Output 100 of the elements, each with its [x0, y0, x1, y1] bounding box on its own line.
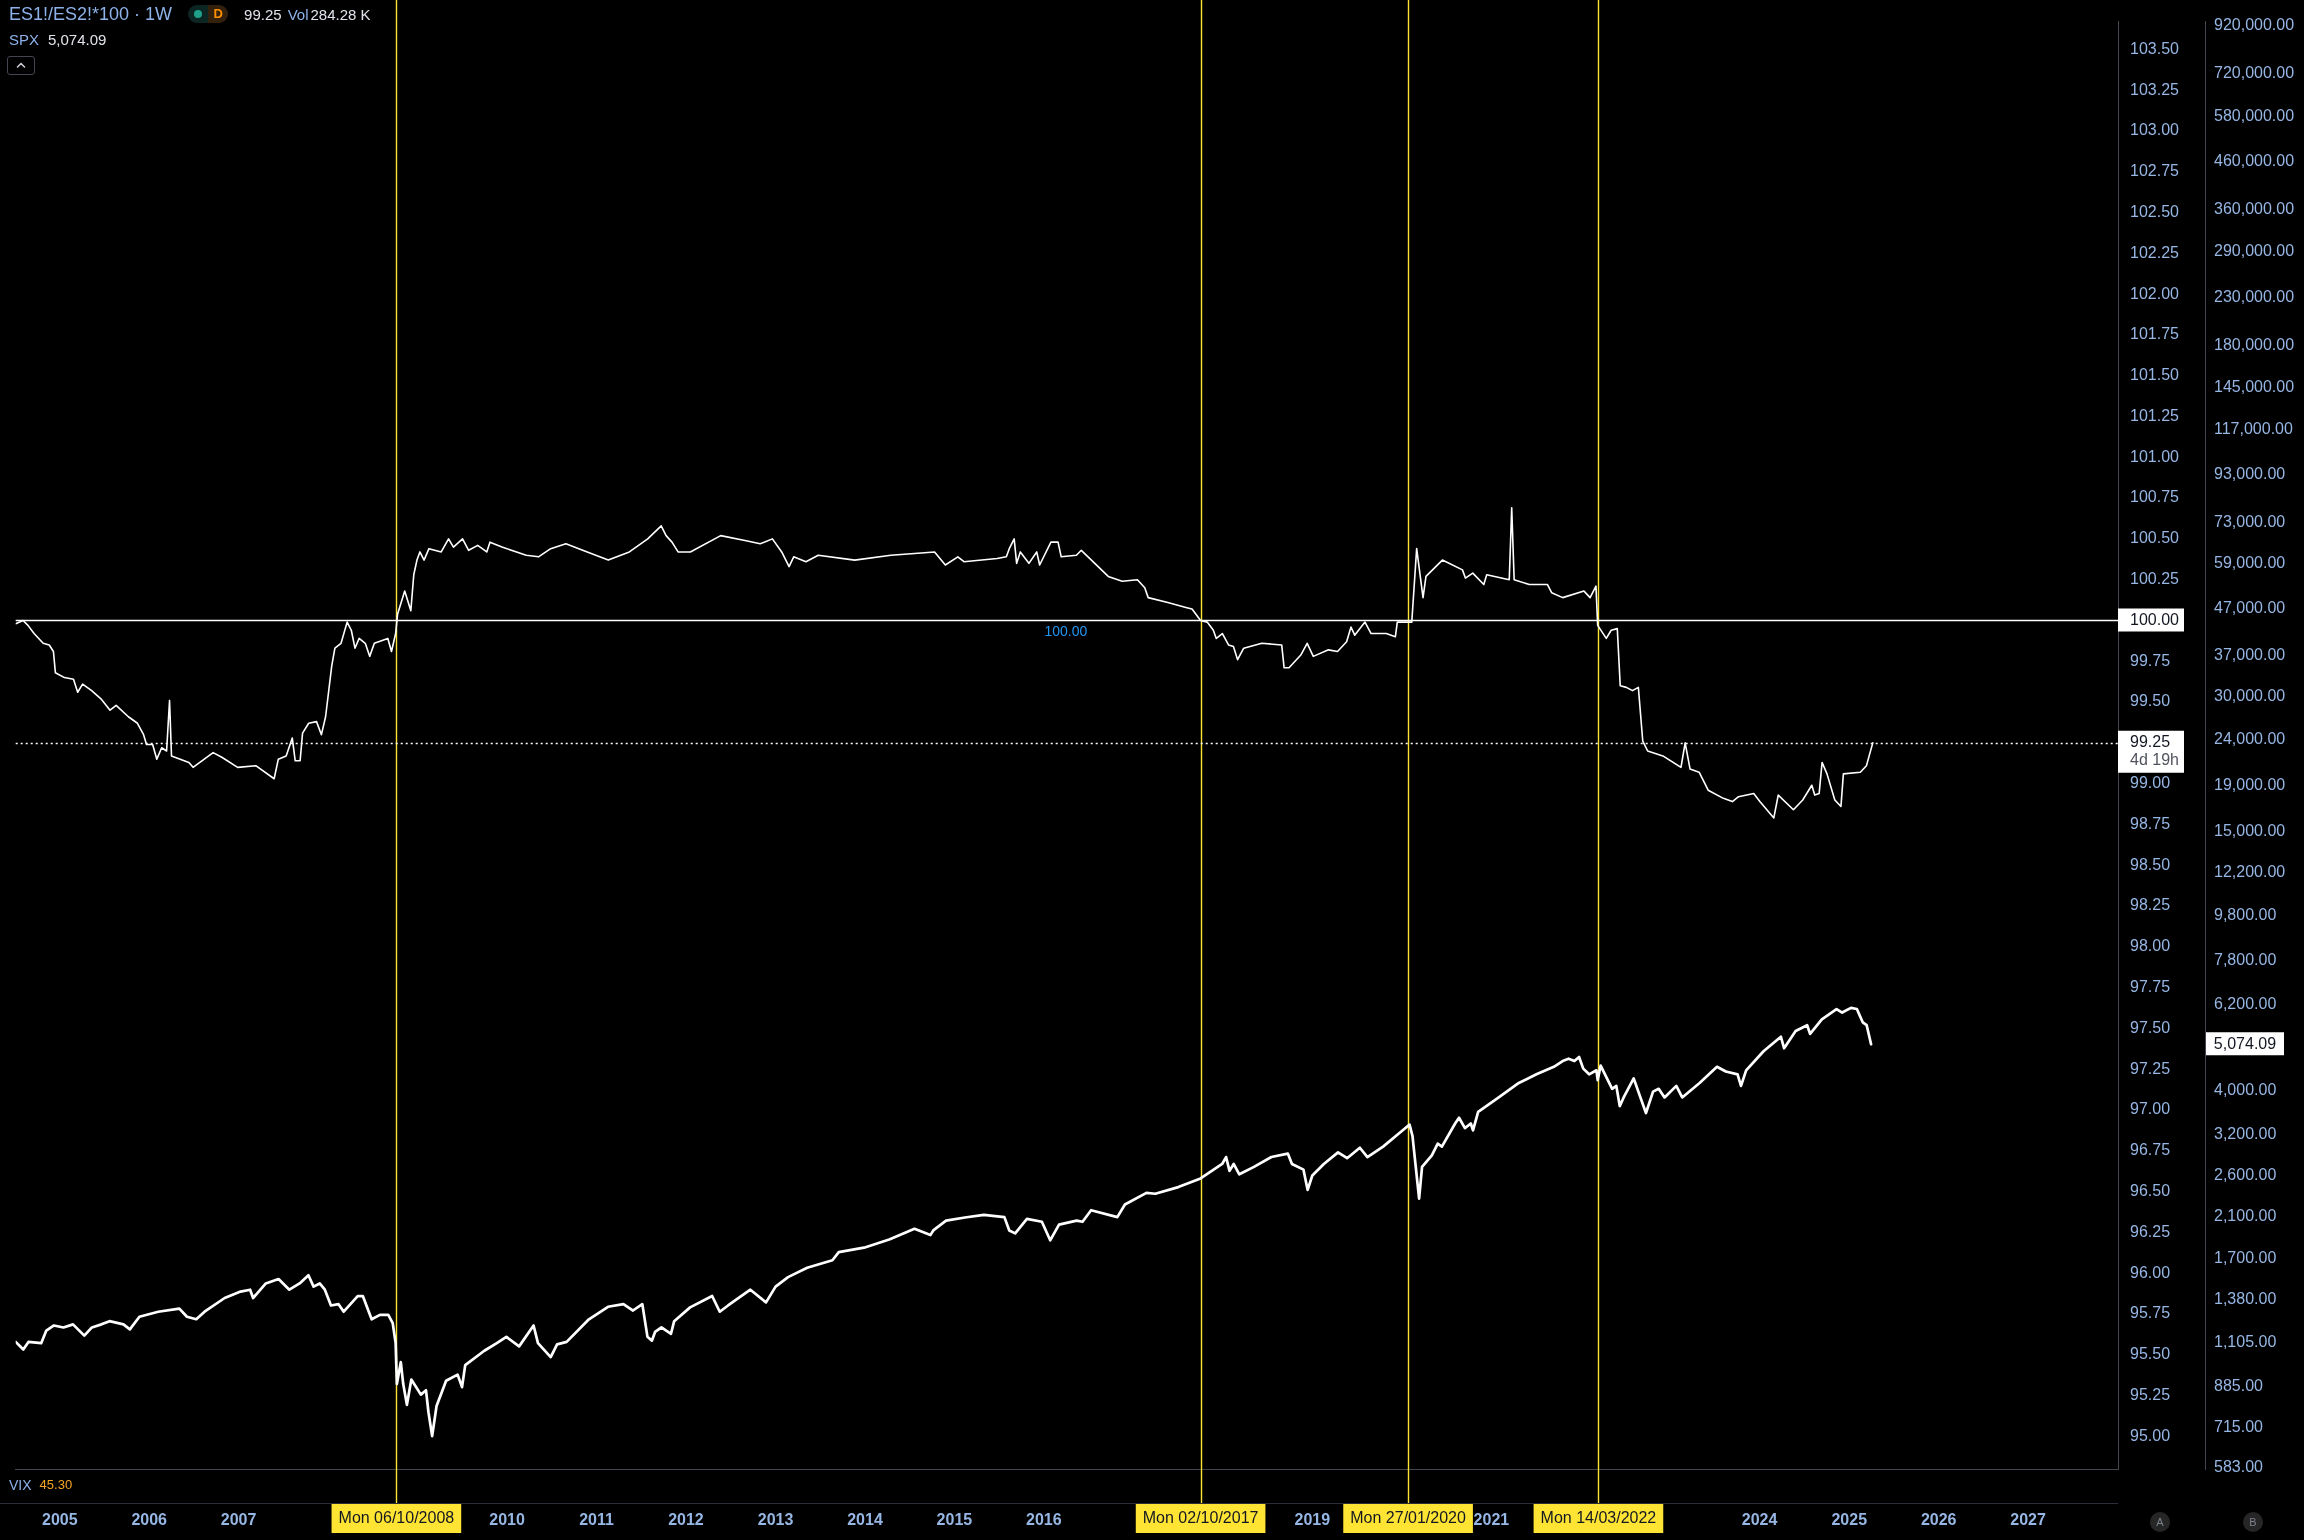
y2-tick-label: 2,100.00: [2214, 1207, 2277, 1225]
annotation: 100.00: [1044, 623, 1088, 640]
x-tick-label: 2025: [1831, 1511, 1868, 1529]
text: 4d 19h: [2130, 751, 2179, 769]
text: SPX: [9, 31, 40, 49]
y2-tick-label: 47,000.00: [2214, 598, 2286, 616]
y2-tick-label: 3,200.00: [2214, 1124, 2277, 1142]
y2-tick-label: 180,000.00: [2214, 335, 2295, 353]
y-tick-label: 97.50: [2130, 1018, 2171, 1036]
y2-tick-label: 720,000.00: [2214, 64, 2295, 82]
y2-tick-label: 715.00: [2214, 1418, 2264, 1436]
x-tick-label: 2024: [1741, 1511, 1778, 1529]
y-tick-label: 102.25: [2130, 243, 2180, 261]
y2-tick-label: 15,000.00: [2214, 822, 2286, 840]
y-tick-label: 99.75: [2130, 651, 2171, 669]
y-tick-label: 97.00: [2130, 1100, 2171, 1118]
text: 5,074.09: [2213, 1034, 2277, 1052]
y2-tick-label: 1,105.00: [2214, 1333, 2277, 1351]
x-tick-label: 2027: [2010, 1511, 2046, 1529]
y2-tick-label: 59,000.00: [2214, 554, 2286, 572]
x-tick-label: 2005: [42, 1511, 78, 1529]
y2-tick-label: 73,000.00: [2214, 512, 2286, 530]
text: B: [2243, 1512, 2263, 1532]
x-tick-label: 2012: [668, 1511, 704, 1529]
x-tick-label: 2013: [757, 1511, 794, 1529]
y2-tick-label: 19,000.00: [2214, 776, 2286, 794]
ref-line-label: Mon 06/10/2008: [338, 1509, 455, 1527]
y-tick-label: 99.00: [2130, 774, 2171, 792]
y-tick-label: 97.25: [2130, 1059, 2171, 1077]
ref-line-label: Mon 02/10/2017: [1142, 1509, 1259, 1527]
y-tick-label: 99.50: [2130, 692, 2171, 710]
y2-tick-label: 583.00: [2214, 1458, 2264, 1476]
y-tick-label: 97.75: [2130, 978, 2171, 996]
y2-tick-label: 1,700.00: [2214, 1248, 2277, 1266]
y2-tick-label: 93,000.00: [2214, 465, 2286, 483]
y-tick-label: 103.00: [2130, 121, 2180, 139]
y-tick-label: 95.25: [2130, 1385, 2171, 1403]
y-tick-label: 96.00: [2130, 1263, 2171, 1281]
y2-tick-label: 30,000.00: [2214, 686, 2286, 704]
x-tick-label: 2026: [1920, 1511, 1957, 1529]
y-tick-label: 101.75: [2130, 325, 2180, 343]
y-tick-label: 100.75: [2130, 488, 2180, 506]
x-tick-label: 2011: [579, 1511, 614, 1529]
x-tick-label: 2007: [220, 1511, 257, 1529]
y-tick-label: 96.50: [2130, 1182, 2171, 1199]
x-tick-label: 2014: [847, 1511, 883, 1529]
y-tick-label: 101.50: [2130, 366, 2180, 384]
y2-tick-label: 117,000.00: [2214, 420, 2293, 438]
y-tick-label: 95.50: [2130, 1345, 2171, 1363]
y-tick-label: 96.75: [2130, 1141, 2171, 1159]
y2-tick-label: 12,200.00: [2214, 862, 2286, 880]
x-tick-label: 2019: [1294, 1511, 1331, 1529]
y-tick-label: 98.25: [2130, 896, 2171, 914]
annotation: 99.25: [244, 5, 282, 23]
y-tick-label: 98.00: [2130, 937, 2171, 955]
y-tick-label: 95.75: [2130, 1304, 2171, 1322]
ref-line-label: Mon 14/03/2022: [1540, 1509, 1657, 1527]
x-tick-label: 2010: [489, 1511, 525, 1529]
annotation: Vol: [287, 5, 309, 23]
y2-tick-label: 460,000.00: [2214, 152, 2295, 170]
y-tick-label: 102.00: [2130, 284, 2180, 302]
annotation: 5,074.09: [48, 31, 107, 49]
ref-line-label: Mon 27/01/2020: [1350, 1509, 1467, 1527]
x-tick-label: 2016: [1026, 1511, 1062, 1529]
y2-tick-label: 9,800.00: [2214, 905, 2277, 923]
text: A: [2150, 1512, 2170, 1532]
x-tick-label: 2006: [131, 1511, 168, 1529]
y-tick-label: 100.50: [2130, 529, 2180, 547]
y-tick-label: 96.25: [2130, 1222, 2171, 1240]
y-tick-label: 95.00: [2130, 1426, 2171, 1444]
ref-line-label: 99.25: [2130, 733, 2171, 751]
text: D: [208, 5, 229, 24]
x-tick-label: 2015: [936, 1511, 973, 1529]
y-tick-label: 102.50: [2130, 202, 2180, 220]
y2-tick-label: 4,000.00: [2214, 1081, 2277, 1099]
y-tick-label: 102.75: [2130, 162, 2180, 180]
y2-tick-label: 24,000.00: [2214, 730, 2286, 748]
y-tick-label: 98.50: [2130, 855, 2171, 873]
ref-line-label: 100.00: [2130, 610, 2180, 628]
y-tick-label: 103.25: [2130, 80, 2180, 98]
y2-tick-label: 360,000.00: [2214, 200, 2295, 218]
y2-tick-label: 885.00: [2214, 1376, 2264, 1394]
y2-tick-label: 580,000.00: [2214, 106, 2295, 124]
y-tick-label: 100.25: [2130, 570, 2180, 588]
y2-tick-label: 37,000.00: [2214, 645, 2286, 663]
y2-tick-label: 2,600.00: [2214, 1165, 2277, 1183]
y-tick-label: 103.50: [2130, 39, 2180, 57]
y2-tick-label: 7,800.00: [2214, 950, 2277, 968]
text: 45.30: [39, 1476, 73, 1493]
y-tick-label: 101.00: [2130, 447, 2180, 465]
y2-tick-label: 920,000.00: [2214, 16, 2295, 34]
y2-tick-label: 1,380.00: [2214, 1289, 2277, 1307]
text: VIX: [9, 1477, 32, 1494]
y2-tick-label: 6,200.00: [2214, 995, 2277, 1013]
chart-title: ES1!/ES2!*100 · 1W: [9, 4, 173, 25]
y2-tick-label: 230,000.00: [2214, 287, 2295, 305]
x-tick-label: 2021: [1473, 1511, 1510, 1529]
y-tick-label: 98.75: [2130, 814, 2171, 832]
y-tick-label: 101.25: [2130, 406, 2180, 424]
y2-tick-label: 290,000.00: [2214, 242, 2295, 260]
